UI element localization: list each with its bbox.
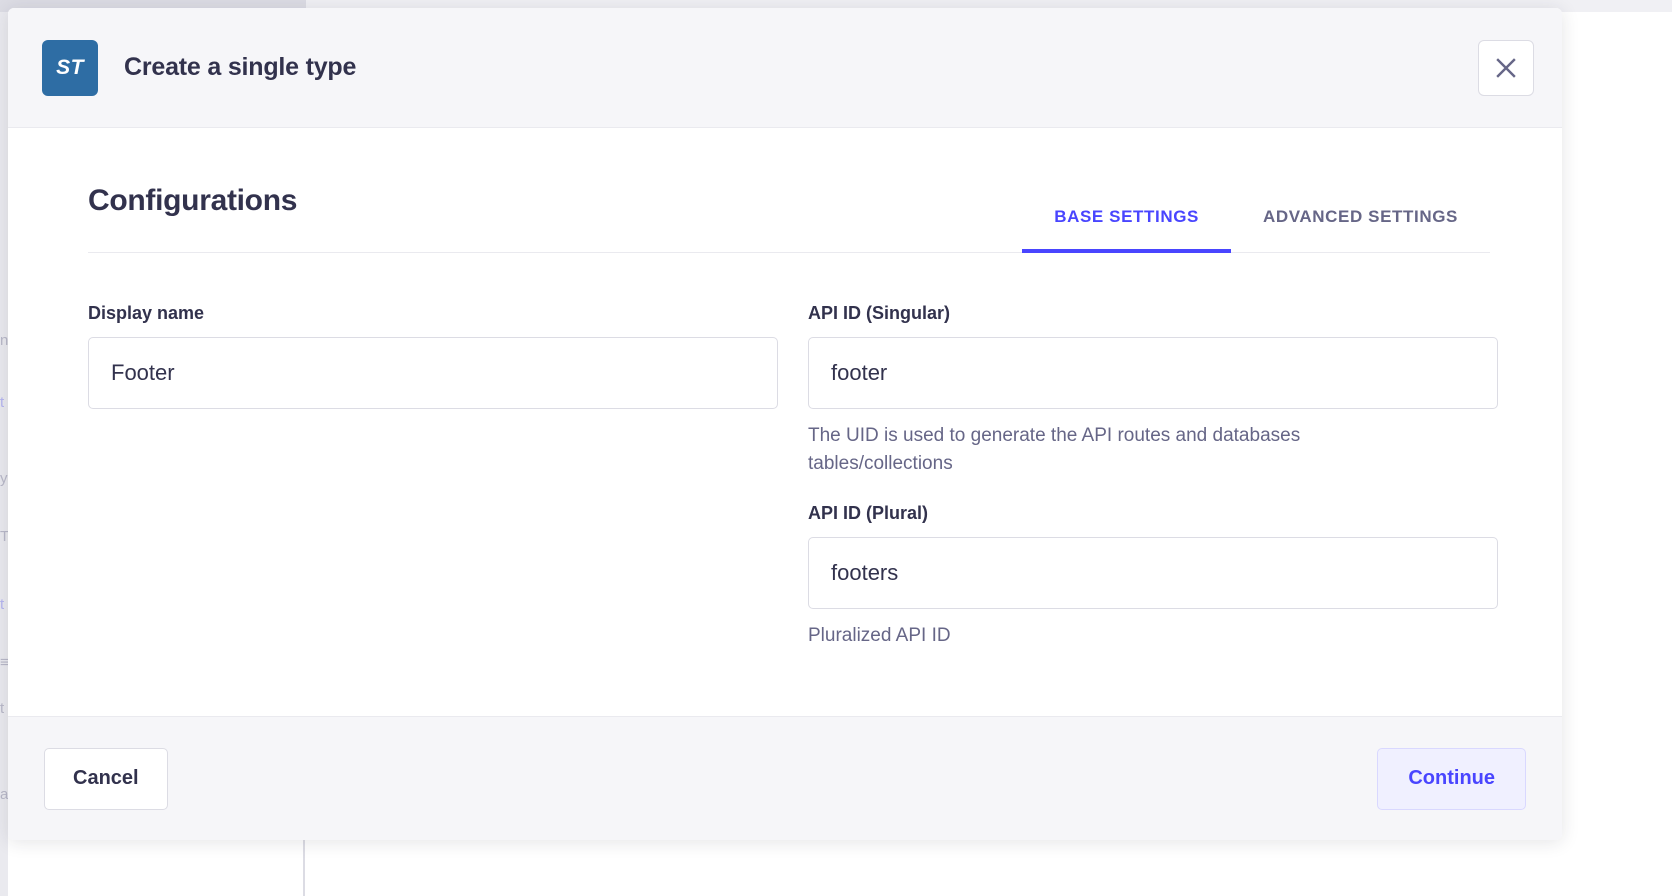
- backdrop-ghost-glyph: t: [0, 394, 5, 411]
- backdrop-ghost-glyph: t: [0, 700, 5, 717]
- close-button[interactable]: [1478, 39, 1534, 96]
- modal-body: Configurations BASE SETTINGS ADVANCED SE…: [8, 128, 1562, 716]
- field-display-name: Display name: [88, 303, 778, 409]
- form-column-right: API ID (Singular) The UID is used to gen…: [808, 303, 1498, 676]
- configurations-section-header: Configurations BASE SETTINGS ADVANCED SE…: [88, 184, 1490, 253]
- field-api-id-singular: API ID (Singular) The UID is used to gen…: [808, 303, 1498, 477]
- backdrop-ghost-glyph: a: [0, 786, 9, 803]
- display-name-input[interactable]: [88, 337, 778, 409]
- backdrop-left-rail: [0, 0, 8, 896]
- modal-header: ST Create a single type: [8, 8, 1562, 128]
- field-api-id-plural: API ID (Plural) Pluralized API ID: [808, 503, 1498, 650]
- backdrop-ghost-glyph: y: [0, 470, 8, 487]
- api-id-singular-hint: The UID is used to generate the API rout…: [808, 425, 1301, 474]
- close-icon: [1495, 57, 1517, 79]
- api-id-singular-input[interactable]: [808, 337, 1498, 409]
- single-type-badge: ST: [42, 39, 98, 96]
- api-id-plural-hint: Pluralized API ID: [808, 625, 951, 647]
- cancel-button[interactable]: Cancel: [44, 747, 168, 810]
- modal-footer: Cancel Continue: [8, 716, 1562, 840]
- backdrop-ghost-glyph: T: [0, 528, 10, 545]
- backdrop-ghost-glyph: t: [0, 596, 5, 613]
- backdrop-ghost-glyph: ≡: [0, 654, 9, 671]
- continue-button[interactable]: Continue: [1377, 747, 1526, 810]
- settings-tablist: BASE SETTINGS ADVANCED SETTINGS: [1022, 207, 1490, 253]
- api-id-singular-label: API ID (Singular): [808, 303, 951, 323]
- modal-title: Create a single type: [124, 53, 357, 81]
- create-single-type-modal: ST Create a single type Configurations B…: [8, 8, 1562, 840]
- section-title: Configurations: [88, 184, 298, 217]
- backdrop-ghost-glyph: n: [0, 332, 9, 349]
- api-id-plural-label: API ID (Plural): [808, 503, 929, 524]
- tab-advanced-settings[interactable]: ADVANCED SETTINGS: [1262, 207, 1458, 226]
- tab-base-settings[interactable]: BASE SETTINGS: [1022, 207, 1231, 253]
- form-column-left: Display name: [88, 303, 778, 676]
- api-id-plural-input[interactable]: [808, 537, 1498, 610]
- configurations-form: Display name API ID (Singular) The UID i…: [88, 253, 1498, 676]
- display-name-label: Display name: [88, 303, 205, 323]
- modal-header-left: ST Create a single type: [42, 39, 357, 96]
